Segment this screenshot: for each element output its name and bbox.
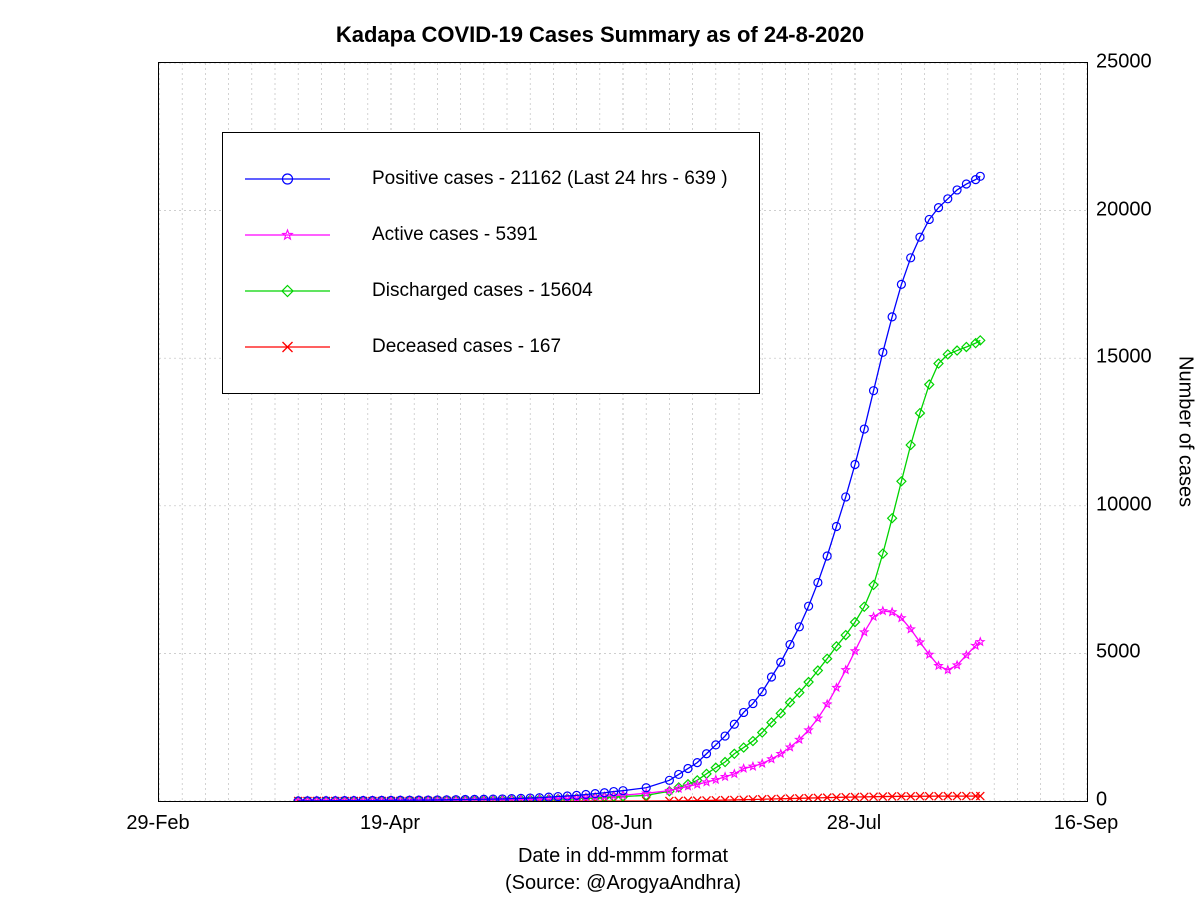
- chart-container: Kadapa COVID-19 Cases Summary as of 24-8…: [0, 0, 1200, 900]
- y-tick-label: 25000: [1096, 51, 1152, 74]
- x-tick-label: 08-Jun: [591, 812, 652, 835]
- legend-label: Discharged cases - 15604: [372, 280, 593, 302]
- legend-swatch: [245, 279, 330, 303]
- y-tick-label: 15000: [1096, 346, 1152, 369]
- source-caption: (Source: @ArogyaAndhra): [158, 872, 1088, 895]
- x-axis-label: Date in dd-mmm format: [158, 845, 1088, 868]
- series-active: [294, 607, 984, 801]
- x-tick-label: 16-Sep: [1054, 812, 1119, 835]
- legend-swatch: [245, 223, 330, 247]
- legend-item-active: Active cases - 5391: [245, 207, 737, 263]
- y-axis-label: Number of cases: [1174, 62, 1196, 802]
- y-tick-label: 5000: [1096, 641, 1141, 664]
- y-tick-label: 10000: [1096, 493, 1152, 516]
- legend-item-deceased: Deceased cases - 167: [245, 319, 737, 375]
- legend-label: Positive cases - 21162 (Last 24 hrs - 63…: [372, 168, 728, 190]
- legend: Positive cases - 21162 (Last 24 hrs - 63…: [222, 132, 760, 394]
- legend-label: Active cases - 5391: [372, 224, 538, 246]
- chart-title: Kadapa COVID-19 Cases Summary as of 24-8…: [0, 22, 1200, 48]
- legend-item-positive: Positive cases - 21162 (Last 24 hrs - 63…: [245, 151, 737, 207]
- x-tick-label: 28-Jul: [827, 812, 881, 835]
- x-tick-label: 29-Feb: [126, 812, 189, 835]
- legend-swatch: [245, 167, 330, 191]
- y-tick-label: 20000: [1096, 198, 1152, 221]
- legend-item-discharged: Discharged cases - 15604: [245, 263, 737, 319]
- legend-label: Deceased cases - 167: [372, 336, 561, 358]
- x-tick-label: 19-Apr: [360, 812, 420, 835]
- legend-swatch: [245, 335, 330, 359]
- series-discharged: [294, 336, 985, 801]
- y-tick-label: 0: [1096, 789, 1107, 812]
